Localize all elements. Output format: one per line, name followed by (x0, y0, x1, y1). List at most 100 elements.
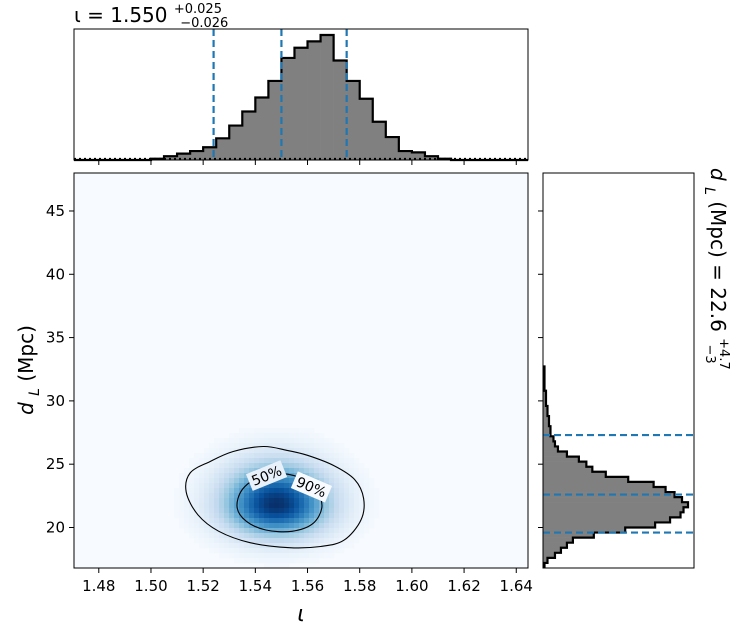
heatmap-cell (289, 548, 295, 554)
heatmap-cell (259, 518, 265, 524)
heatmap-cell (174, 503, 180, 509)
heatmap-cell (254, 448, 260, 454)
distance-histogram-bar (543, 431, 551, 437)
heatmap-cell (359, 493, 365, 499)
heatmap-cell (229, 553, 235, 559)
heatmap-cell (339, 503, 345, 509)
iota-histogram-bar (320, 35, 334, 160)
heatmap-cell (189, 488, 195, 494)
heatmap-cell (209, 448, 215, 454)
heatmap-cell (254, 428, 260, 434)
heatmap-cell (214, 488, 220, 494)
heatmap-cell (244, 493, 250, 499)
heatmap-cell (314, 433, 320, 439)
heatmap-cell (374, 493, 380, 499)
heatmap-cell (194, 488, 200, 494)
right-panel-ticks (538, 210, 543, 528)
y-tick-label: 40 (46, 265, 65, 283)
distance-title-upper-error: +4.7 (716, 338, 731, 370)
heatmap-cell (309, 473, 315, 479)
heatmap-cell (209, 543, 215, 549)
heatmap-cell (319, 478, 325, 484)
heatmap-cell (189, 483, 195, 489)
heatmap-cell (249, 463, 255, 469)
heatmap-cell (229, 533, 235, 539)
heatmap-cell (294, 503, 300, 509)
heatmap-cell (259, 463, 265, 469)
heatmap-cell (344, 498, 350, 504)
heatmap-cell (274, 503, 280, 509)
heatmap-cell (304, 503, 310, 509)
heatmap-cell (339, 528, 345, 534)
heatmap-cell (244, 448, 250, 454)
heatmap-cell (209, 538, 215, 544)
heatmap-cell (344, 453, 350, 459)
heatmap-cell (334, 543, 340, 549)
heatmap-cell (334, 468, 340, 474)
heatmap-cell (304, 433, 310, 439)
heatmap-cell (234, 483, 240, 489)
heatmap-cell (279, 448, 285, 454)
heatmap-cell (224, 443, 230, 449)
heatmap-cell (179, 478, 185, 484)
heatmap-cell (219, 548, 225, 554)
heatmap-cell (224, 463, 230, 469)
heatmap-cell (224, 478, 230, 484)
heatmap-cell (254, 433, 260, 439)
heatmap-cell (244, 543, 250, 549)
heatmap-cell (334, 523, 340, 529)
heatmap-cell (324, 463, 330, 469)
distance-histogram-bar (543, 471, 606, 478)
heatmap-cell (344, 463, 350, 469)
heatmap-cell (274, 483, 280, 489)
iota-histogram-bar (268, 80, 282, 160)
heatmap-cell (324, 523, 330, 529)
heatmap-cell (239, 528, 245, 534)
heatmap-cell (224, 548, 230, 554)
heatmap-cell (324, 553, 330, 559)
distance-quantile-lines (543, 433, 694, 534)
heatmap-cell (234, 543, 240, 549)
heatmap-cell (184, 513, 190, 519)
iota-histogram-bar (294, 47, 308, 160)
heatmap-cell (204, 523, 210, 529)
heatmap-cell (274, 438, 280, 444)
heatmap-cell (284, 453, 290, 459)
heatmap-cell (244, 468, 250, 474)
heatmap-cell (299, 503, 305, 509)
heatmap-cell (319, 533, 325, 539)
heatmap-cell (339, 453, 345, 459)
heatmap-cell (309, 468, 315, 474)
heatmap-cell (209, 478, 215, 484)
heatmap-cell (284, 488, 290, 494)
heatmap-cell (234, 533, 240, 539)
distance-histogram-bar (543, 527, 626, 533)
distance-histogram-bar (543, 476, 629, 483)
heatmap-cell (194, 518, 200, 524)
heatmap-cell (184, 508, 190, 514)
heatmap-cell (354, 473, 360, 479)
heatmap-cell (179, 518, 185, 524)
heatmap-cell (324, 478, 330, 484)
heatmap-cell (339, 468, 345, 474)
heatmap-cell (179, 523, 185, 529)
distance-histogram-bar (543, 537, 573, 543)
heatmap-cell (274, 488, 280, 494)
heatmap-cell (234, 553, 240, 559)
heatmap-cell (289, 483, 295, 489)
heatmap-cell (339, 543, 345, 549)
heatmap-cell (224, 518, 230, 524)
heatmap-cell (249, 548, 255, 554)
heatmap-cell (284, 528, 290, 534)
heatmap-cell (229, 483, 235, 489)
heatmap-cell (364, 478, 370, 484)
heatmap-cell (224, 508, 230, 514)
heatmap-cell (259, 433, 265, 439)
heatmap-cell (279, 533, 285, 539)
heatmap-cell (349, 503, 355, 509)
heatmap-cell (289, 543, 295, 549)
heatmap-cell (194, 483, 200, 489)
contour-90-label-background (290, 471, 333, 503)
heatmap-cell (334, 508, 340, 514)
x-tick-label: 1.58 (343, 577, 376, 595)
